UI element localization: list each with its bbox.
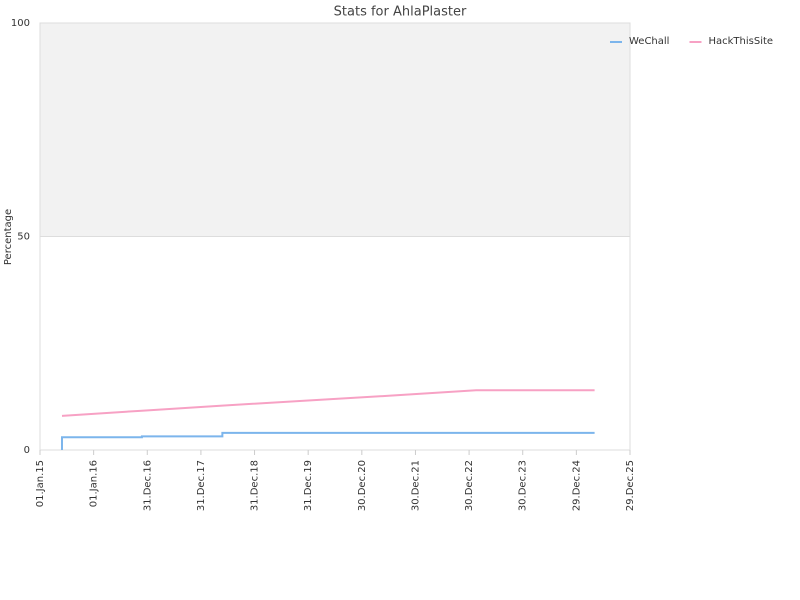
x-tick-label: 31.Dec.16	[142, 460, 153, 511]
plot-band	[40, 23, 630, 237]
x-tick-label: 31.Dec.17	[196, 460, 207, 511]
x-tick-label: 30.Dec.23	[518, 460, 529, 511]
chart-title: Stats for AhlaPlaster	[334, 5, 467, 20]
x-tick-label: 30.Dec.22	[464, 460, 475, 511]
legend-label: WeChall	[629, 36, 669, 47]
x-tick-label: 01.Jan.16	[89, 460, 100, 507]
y-tick-label: 0	[24, 445, 30, 456]
x-tick-label: 30.Dec.21	[410, 460, 421, 511]
x-tick-label: 31.Dec.18	[250, 460, 261, 511]
legend-label: HackThisSite	[708, 36, 773, 47]
x-tick-label: 01.Jan.15	[35, 460, 46, 507]
y-tick-label: 50	[17, 232, 30, 243]
series-line	[60, 431, 595, 450]
x-tick-label: 29.Dec.25	[625, 460, 636, 511]
y-tick-label: 100	[11, 18, 30, 29]
x-tick-label: 30.Dec.20	[357, 460, 368, 511]
x-tick-label: 29.Dec.24	[571, 460, 582, 511]
y-axis-label: Percentage	[3, 209, 14, 265]
series-line	[61, 389, 595, 417]
x-tick-label: 31.Dec.19	[303, 460, 314, 511]
